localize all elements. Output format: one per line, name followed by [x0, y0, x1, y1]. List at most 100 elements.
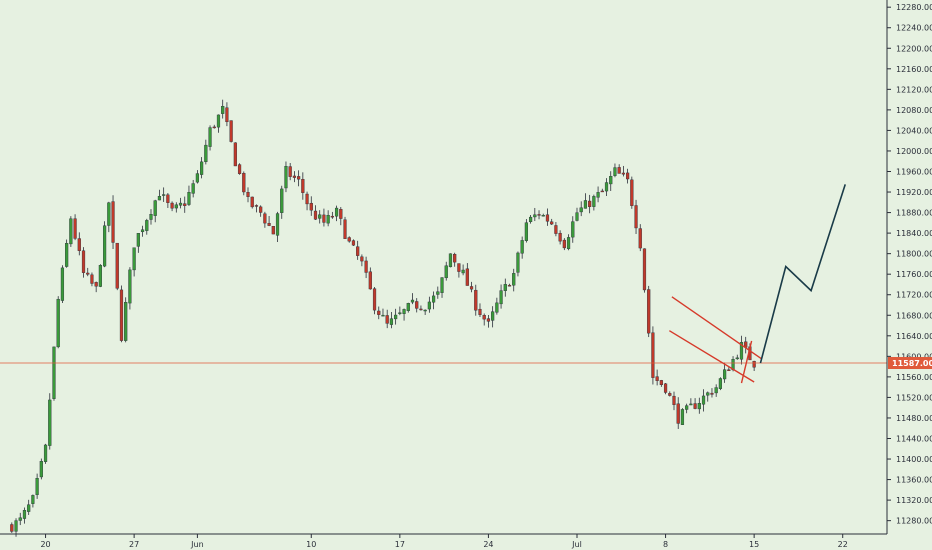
- candle-up: [406, 303, 410, 311]
- candle-down: [550, 221, 554, 225]
- candle-down: [288, 166, 292, 177]
- candle-down: [267, 223, 271, 226]
- candle-down: [727, 369, 731, 372]
- price-axis[interactable]: 11280.00 11320.00 11360.00 11400.00 11440.00…: [887, 3, 932, 526]
- candle-up: [524, 222, 528, 241]
- candle-up: [124, 302, 128, 341]
- y-tick-label: 11960.00: [896, 167, 932, 176]
- candle-up: [566, 237, 571, 250]
- candle-up: [739, 342, 744, 360]
- y-tick-label: 11680.00: [896, 311, 932, 320]
- candle-up: [187, 192, 191, 205]
- x-tick-label: Jun: [190, 540, 204, 549]
- candle-down: [237, 164, 242, 174]
- channel-line: [671, 296, 763, 360]
- y-tick-label: 11600.00: [896, 352, 932, 361]
- candle-up: [685, 405, 689, 410]
- candle-down: [474, 289, 478, 311]
- time-axis[interactable]: 20 27 Jun 10 17 24 Jul 8 15 22: [40, 534, 848, 549]
- candle-up: [56, 298, 60, 348]
- candle-up: [275, 213, 280, 236]
- y-tick-label: 11560.00: [896, 373, 932, 382]
- candle-up: [706, 392, 710, 396]
- candle-up: [98, 265, 102, 287]
- candle-up: [103, 225, 107, 267]
- y-tick-label: 12200.00: [896, 44, 932, 53]
- candle-down: [651, 332, 655, 378]
- candle-up: [575, 212, 579, 221]
- y-tick-label: 11880.00: [896, 209, 932, 218]
- candle-down: [322, 214, 326, 223]
- candle-up: [178, 202, 183, 206]
- candle-down: [617, 167, 621, 174]
- candle-up: [14, 520, 18, 532]
- candle-down: [250, 196, 254, 208]
- candle-up: [491, 311, 495, 321]
- candle-down: [368, 271, 372, 290]
- candle-down: [554, 225, 558, 234]
- candle-down: [668, 393, 672, 396]
- candle-up: [448, 253, 453, 268]
- candle-down: [507, 284, 512, 287]
- candle-up: [723, 369, 727, 380]
- candle-up: [516, 252, 520, 273]
- x-tick-label: 22: [838, 540, 848, 549]
- candle-up: [389, 318, 394, 325]
- y-tick-label: 11280.00: [896, 517, 932, 526]
- y-tick-label: 11360.00: [896, 476, 932, 485]
- y-tick-label: 11480.00: [896, 414, 932, 423]
- candle-up: [162, 194, 166, 196]
- candle-down: [453, 253, 457, 263]
- y-tick-label: 11400.00: [896, 455, 932, 464]
- candle-up: [714, 387, 718, 394]
- x-tick-label: 24: [483, 540, 493, 549]
- y-tick-label: 11840.00: [896, 229, 932, 238]
- candle-up: [592, 196, 596, 207]
- candle-down: [672, 395, 676, 405]
- candle-down: [478, 308, 482, 315]
- candle-up: [579, 207, 583, 213]
- candle-down: [86, 272, 90, 275]
- candle-up: [69, 218, 73, 245]
- candle-up: [503, 284, 507, 291]
- candle-down: [537, 214, 541, 216]
- candle-down: [246, 192, 250, 197]
- current-price-box: [888, 357, 932, 370]
- candle-down: [351, 240, 356, 246]
- candle-up: [461, 269, 465, 274]
- y-tick-label: 12080.00: [896, 106, 932, 115]
- candle-up: [216, 114, 221, 128]
- candle-down: [545, 214, 550, 222]
- candle-down: [356, 246, 360, 256]
- candle-up: [613, 167, 617, 176]
- y-tick-label: 12280.00: [896, 3, 932, 12]
- candle-down: [119, 289, 124, 341]
- candle-up: [596, 192, 600, 198]
- candle-down: [638, 228, 642, 249]
- candle-down: [305, 193, 309, 205]
- candle-down: [292, 175, 297, 178]
- candle-up: [436, 291, 440, 295]
- y-tick-label: 11760.00: [896, 270, 932, 279]
- candle-down: [558, 232, 562, 242]
- candle-up: [604, 182, 609, 192]
- candle-up: [571, 221, 575, 238]
- candle-down: [259, 206, 263, 213]
- current-price-marker: 11587.00: [888, 357, 932, 370]
- candle-down: [486, 318, 491, 322]
- projection-path: [759, 184, 847, 364]
- candle-up: [284, 166, 288, 189]
- y-tick-label: 11520.00: [896, 393, 932, 402]
- candle-up: [22, 510, 27, 519]
- candle-up: [43, 444, 48, 462]
- candle-down: [588, 200, 592, 207]
- candle-up: [533, 214, 537, 218]
- candle-up: [735, 357, 739, 360]
- x-tick-label: 20: [40, 540, 50, 549]
- candle-down: [710, 392, 714, 395]
- candle-down: [233, 142, 237, 167]
- candle-up: [149, 214, 153, 220]
- candle-down: [647, 289, 651, 334]
- candle-down: [271, 226, 275, 235]
